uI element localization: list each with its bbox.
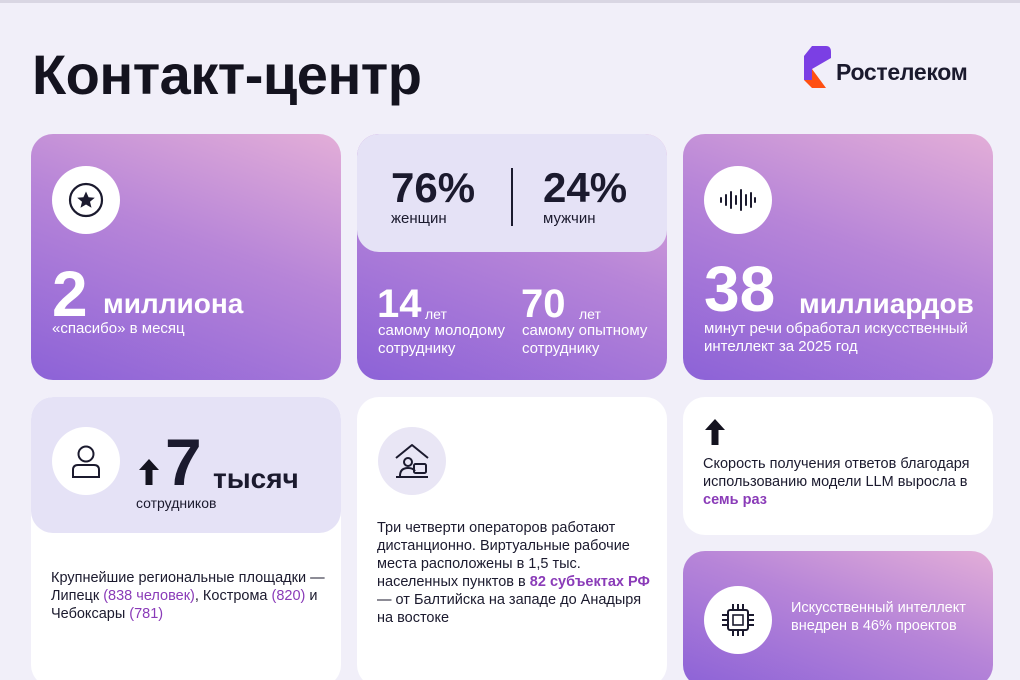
person-icon (72, 445, 100, 478)
sites-text-3: и Чебоксары (51, 588, 318, 622)
page-title: Контакт-центр (32, 43, 422, 106)
remote-highlight: 82 субъектах РФ (529, 574, 650, 590)
staff-number: 7 (165, 425, 202, 499)
gender-age-card: 76% женщин 24% мужчин 14 лет самому моло… (357, 134, 667, 380)
speech-caption: минут речи обработал искусственный интел… (704, 320, 968, 355)
staff-caption: сотрудников (136, 495, 217, 511)
sites-text-2: , Кострома (194, 588, 272, 604)
home-office-icon (395, 444, 429, 478)
sites-text-1: Крупнейшие региональные площадки — Липец… (51, 570, 325, 604)
ai-card: Искусственный интеллект внедрен в 46% пр… (683, 551, 993, 680)
arrow-up-icon (139, 459, 159, 485)
sound-wave-icon (720, 189, 756, 211)
sites-highlight-2: (820) (271, 588, 306, 604)
sites-highlight-3: (781) (129, 606, 164, 622)
arrow-up-icon (705, 419, 725, 445)
ai-text: Искусственный интеллект внедрен в 46% пр… (791, 600, 966, 634)
staff-unit: тысяч (213, 463, 299, 494)
speech-unit: миллиардов (799, 288, 974, 319)
thanks-card: 2 миллиона «спасибо» в месяц (31, 134, 341, 380)
remote-text-1: Три четверти операторов работают дистанц… (377, 520, 630, 590)
remote-work-text: Три четверти операторов работают дистанц… (377, 519, 657, 627)
thanks-unit: миллиона (103, 288, 244, 319)
llm-highlight: семь раз (703, 492, 767, 508)
women-label: женщин (391, 210, 447, 227)
men-label: мужчин (543, 210, 596, 227)
staff-card: 7 тысяч сотрудников Крупнейшие региональ… (31, 397, 341, 680)
star-icon-circle (52, 166, 120, 234)
home-office-icon-circle (378, 427, 446, 495)
llm-text: Скорость получения ответов благодаря исп… (703, 455, 983, 509)
gender-divider (511, 168, 513, 226)
chip-icon-circle (704, 586, 772, 654)
youngest-age: 14 (377, 282, 422, 326)
logo-text: Ростелеком (836, 59, 968, 85)
speech-card: 38 миллиардов минут речи обработал искус… (683, 134, 993, 380)
person-icon-circle (52, 427, 120, 495)
rostelecom-logo-mark (804, 46, 831, 88)
rostelecom-logo: Ростелеком (802, 42, 1002, 92)
oldest-unit: лет (579, 306, 601, 322)
youngest-label: самому молодому сотруднику (378, 322, 505, 357)
oldest-label: самому опытному сотруднику (522, 322, 648, 357)
speech-number: 38 (704, 253, 776, 325)
regional-sites-text: Крупнейшие региональные площадки — Липец… (51, 569, 336, 623)
remote-work-card: Три четверти операторов работают дистанц… (357, 397, 667, 680)
llm-card: Скорость получения ответов благодаря исп… (683, 397, 993, 535)
thanks-number: 2 (52, 258, 88, 330)
women-percent: 76% (391, 164, 476, 211)
oldest-age: 70 (521, 282, 566, 326)
thanks-caption: «спасибо» в месяц (52, 320, 185, 337)
sound-wave-icon-circle (704, 166, 772, 234)
sites-highlight-1: (838 человек) (103, 588, 195, 604)
youngest-unit: лет (425, 306, 447, 322)
chip-icon (722, 604, 754, 636)
star-icon (68, 182, 104, 218)
top-divider (0, 0, 1020, 3)
llm-text-1: Скорость получения ответов благодаря исп… (703, 456, 970, 490)
men-percent: 24% (543, 164, 628, 211)
remote-text-2: — от Балтийска на западе до Анадыря на в… (377, 592, 642, 626)
